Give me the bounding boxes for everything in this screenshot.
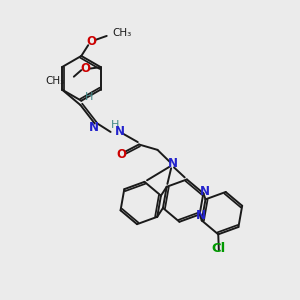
- Text: N: N: [200, 185, 210, 198]
- Text: CH₃: CH₃: [45, 76, 64, 86]
- Text: H: H: [85, 92, 93, 102]
- Text: N: N: [115, 125, 124, 138]
- Text: O: O: [87, 35, 97, 48]
- Text: N: N: [167, 158, 177, 170]
- Text: N: N: [196, 209, 206, 222]
- Text: CH₃: CH₃: [113, 28, 132, 38]
- Text: Cl: Cl: [212, 242, 226, 255]
- Text: O: O: [117, 148, 127, 160]
- Text: N: N: [88, 121, 99, 134]
- Text: O: O: [80, 62, 90, 75]
- Text: H: H: [111, 120, 120, 130]
